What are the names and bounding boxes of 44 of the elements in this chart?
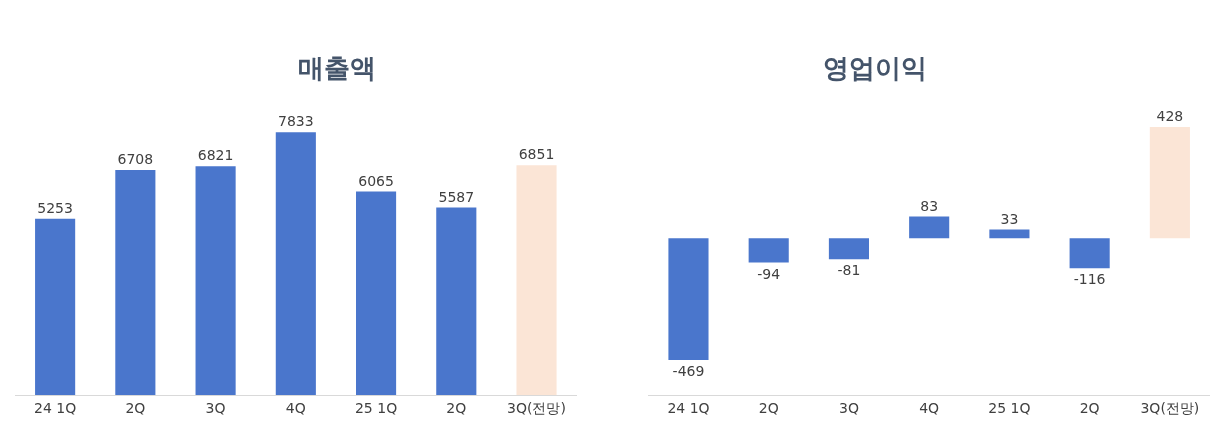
data-label: -116: [1073, 271, 1106, 288]
bar: [1069, 238, 1110, 269]
bar: [195, 166, 236, 395]
data-label: 6821: [197, 147, 234, 164]
data-label: 7833: [278, 113, 314, 130]
data-label: -81: [837, 262, 861, 279]
data-label: 5587: [438, 188, 475, 205]
x-tick-label: 25 1Q: [988, 399, 1031, 416]
data-label: 5253: [37, 199, 73, 216]
bar: [748, 238, 789, 263]
x-tick-label: 2Q: [758, 399, 779, 416]
x-tick-label: 2Q: [125, 399, 146, 416]
bar: [828, 238, 869, 260]
data-label: 428: [1156, 107, 1184, 124]
bar: [275, 132, 316, 395]
bar: [35, 218, 76, 395]
bar: [989, 229, 1030, 239]
data-label: 6851: [518, 146, 555, 163]
data-label: 83: [920, 197, 939, 214]
chart-title: 영업이익: [823, 53, 927, 83]
x-tick-label: 24 1Q: [667, 399, 710, 416]
x-tick-label: 4Q: [285, 399, 306, 416]
x-tick-label: 3Q(전망): [1140, 399, 1200, 416]
x-tick-label: 25 1Q: [354, 399, 398, 416]
bar: [909, 216, 950, 239]
bar: [516, 165, 557, 395]
data-label: 33: [1000, 210, 1019, 227]
x-tick-label: 3Q(전망): [507, 399, 566, 416]
data-label: -94: [757, 265, 781, 282]
data-label: 6708: [117, 151, 154, 168]
data-label: -469: [672, 363, 705, 380]
x-tick-label: 2Q: [1079, 399, 1100, 416]
x-tick-label: 3Q: [838, 399, 859, 416]
x-tick-label: 2Q: [446, 399, 467, 416]
x-tick-label: 4Q: [919, 399, 940, 416]
chart-title: 매출액: [298, 53, 376, 83]
x-tick-label: 24 1Q: [34, 399, 77, 416]
bar: [436, 207, 477, 395]
bar: [356, 191, 397, 395]
bar: [668, 238, 709, 361]
bar: [1149, 126, 1190, 239]
x-tick-label: 3Q: [205, 399, 226, 416]
data-label: 6065: [358, 172, 394, 189]
bar: [115, 170, 156, 395]
